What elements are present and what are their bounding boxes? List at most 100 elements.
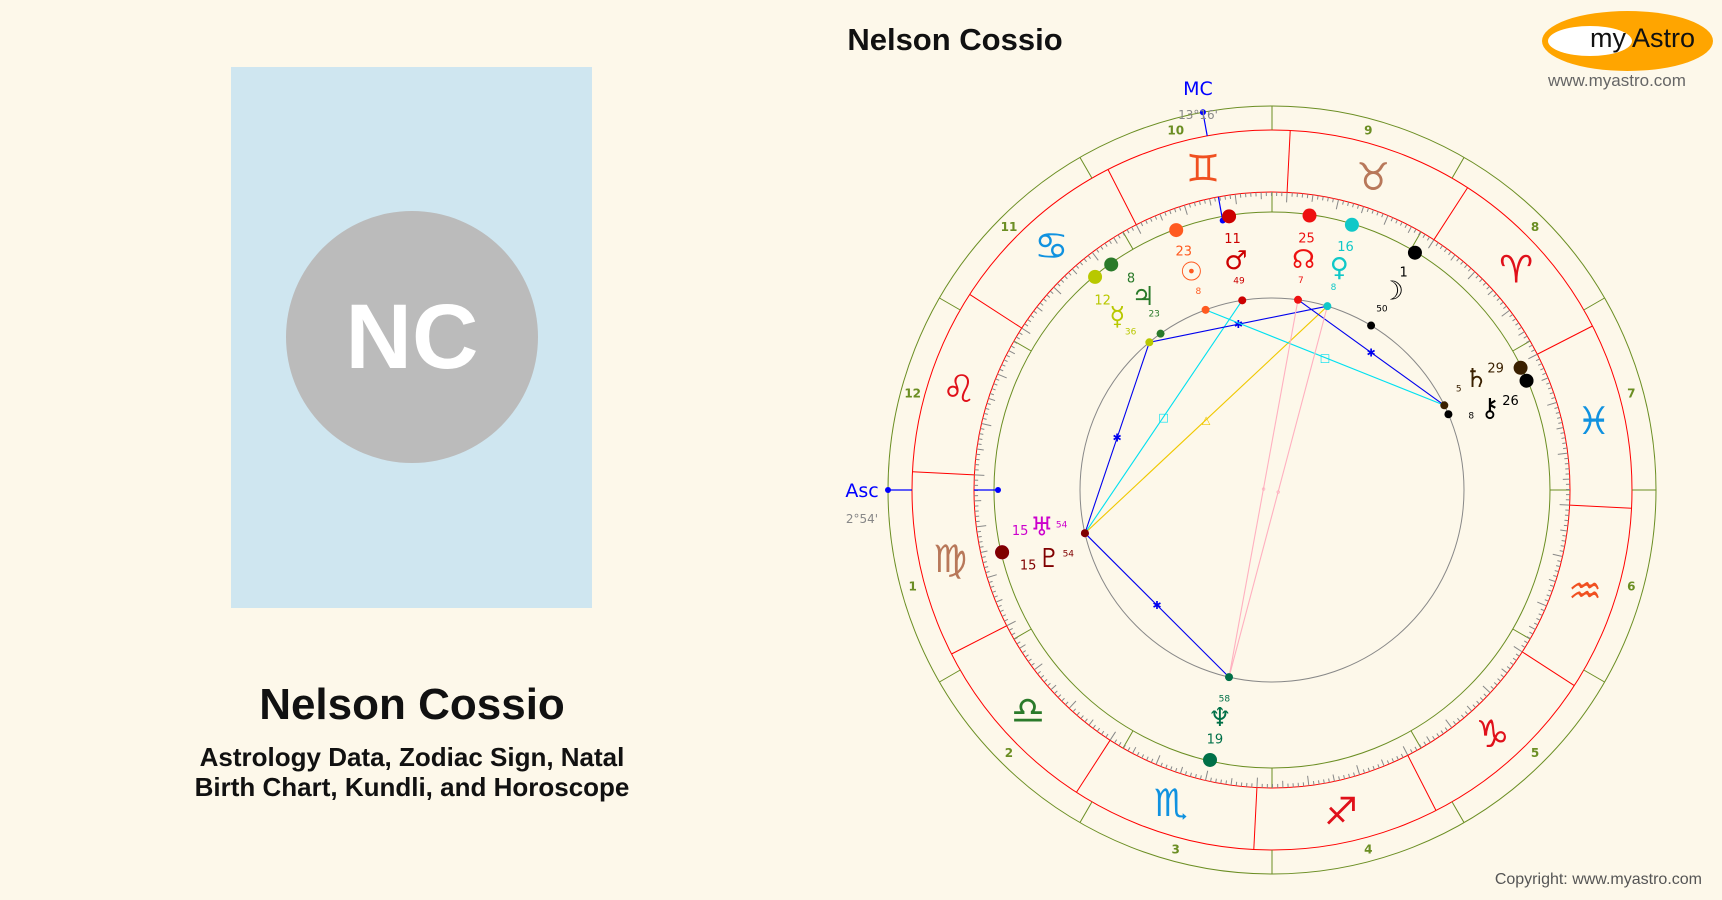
degree-tick xyxy=(1524,640,1528,644)
degree-tick xyxy=(1164,211,1167,216)
site-url-link[interactable]: www.myastro.com xyxy=(1548,71,1686,90)
degree-tick xyxy=(1071,268,1078,275)
degree-tick xyxy=(1034,663,1043,671)
house-cusp-tick xyxy=(1122,231,1134,250)
degree-tick xyxy=(1256,777,1258,788)
north-node-aspect-point xyxy=(1294,295,1303,304)
house-cusp-line xyxy=(1451,801,1465,823)
sign-aquarius-icon: ♒︎ xyxy=(1568,569,1602,613)
degree-tick xyxy=(988,580,993,584)
neptune-marker xyxy=(1203,752,1218,767)
degree-tick xyxy=(1506,666,1511,670)
house-number-3: 3 xyxy=(1172,842,1180,856)
degree-tick xyxy=(1560,432,1565,434)
degree-tick xyxy=(1362,769,1366,774)
degree-tick xyxy=(1554,570,1559,573)
degree-tick xyxy=(1022,650,1026,654)
degree-tick xyxy=(1557,560,1562,563)
north-node-degree: 25 xyxy=(1298,231,1315,246)
degree-tick xyxy=(979,546,984,548)
degree-tick xyxy=(1399,221,1403,226)
degree-tick xyxy=(1343,775,1346,780)
sign-boundary-line xyxy=(951,625,1007,655)
degree-tick xyxy=(1356,765,1361,775)
degree-tick xyxy=(1189,772,1192,777)
degree-tick xyxy=(1548,589,1553,592)
avatar-initials: NC xyxy=(345,285,479,388)
sign-boundary-line xyxy=(912,471,975,476)
mercury-minute: 36 xyxy=(1125,328,1137,338)
myastro-logo[interactable]: my Astro xyxy=(1542,11,1713,71)
degree-tick xyxy=(1183,205,1188,215)
aspect-symbol: ✱ xyxy=(1152,599,1161,612)
sign-boundary-line xyxy=(1569,504,1632,509)
degree-tick xyxy=(1501,668,1508,674)
degree-tick xyxy=(1561,437,1566,439)
degree-tick xyxy=(995,599,1003,603)
asc-degree: 2°54' xyxy=(846,512,878,526)
neptune-icon: ♆︎ xyxy=(1208,703,1231,733)
degree-tick xyxy=(1210,777,1212,782)
degree-tick xyxy=(1215,778,1217,783)
sun-minute: 8 xyxy=(1195,287,1201,297)
degree-tick xyxy=(1560,545,1565,547)
degree-tick xyxy=(1033,310,1038,314)
degree-tick xyxy=(1528,625,1536,630)
profile-subtitle: Astrology Data, Zodiac Sign, Natal Birth… xyxy=(112,742,712,802)
sign-boundary-line xyxy=(1407,755,1437,811)
house-cusp-line xyxy=(1583,297,1605,311)
degree-tick xyxy=(1091,252,1099,261)
degree-tick xyxy=(1558,421,1563,424)
degree-tick xyxy=(980,428,985,430)
house-number-6: 6 xyxy=(1627,579,1635,593)
degree-tick xyxy=(1407,226,1412,234)
degree-tick xyxy=(1476,700,1480,705)
degree-tick xyxy=(1551,396,1556,400)
degree-tick xyxy=(1030,662,1035,666)
degree-tick xyxy=(982,417,987,420)
degree-tick xyxy=(1542,372,1547,376)
house-cusp-tick xyxy=(1013,628,1032,640)
degree-tick xyxy=(1209,198,1212,206)
saturn-minute: 5 xyxy=(1456,385,1462,395)
zodiac-inner-ring xyxy=(973,191,1571,789)
degree-tick xyxy=(1390,217,1394,222)
degree-tick xyxy=(1464,711,1469,715)
degree-tick xyxy=(1016,336,1020,340)
jupiter-degree: 8 xyxy=(1127,272,1135,287)
degree-tick xyxy=(1562,447,1568,450)
chiron-aspect-point xyxy=(1444,410,1453,419)
degree-tick xyxy=(1178,206,1182,211)
degree-tick xyxy=(1526,340,1531,343)
degree-tick xyxy=(1024,323,1029,327)
degree-tick xyxy=(1141,754,1145,759)
house-cusp-line xyxy=(1079,157,1093,179)
chiron-minute: 8 xyxy=(1468,412,1474,422)
degree-tick xyxy=(1435,242,1439,247)
degree-tick xyxy=(1561,540,1566,542)
degree-tick xyxy=(1444,727,1448,732)
degree-tick xyxy=(1109,731,1116,741)
degree-tick xyxy=(1426,736,1431,743)
degree-tick xyxy=(1428,239,1435,249)
degree-tick xyxy=(1391,758,1395,763)
sign-boundary-line xyxy=(1107,169,1137,225)
north-node-minute: 7 xyxy=(1298,276,1304,286)
degree-tick xyxy=(1225,780,1228,785)
degree-tick xyxy=(1555,565,1561,568)
chiron-marker xyxy=(1519,373,1534,388)
degree-tick xyxy=(1047,682,1051,687)
degree-tick xyxy=(1104,242,1108,247)
degree-tick xyxy=(1323,779,1325,784)
degree-tick xyxy=(1413,228,1417,233)
aspect-symbol: △ xyxy=(1202,414,1211,427)
degree-tick xyxy=(1039,302,1044,306)
moon-degree: 1 xyxy=(1399,266,1407,281)
degree-tick xyxy=(1155,755,1161,765)
degree-tick xyxy=(1356,204,1360,209)
degree-tick xyxy=(1307,775,1310,786)
saturn-marker xyxy=(1513,360,1528,375)
degree-tick xyxy=(1338,776,1341,781)
house-cusp-line xyxy=(1079,801,1093,823)
